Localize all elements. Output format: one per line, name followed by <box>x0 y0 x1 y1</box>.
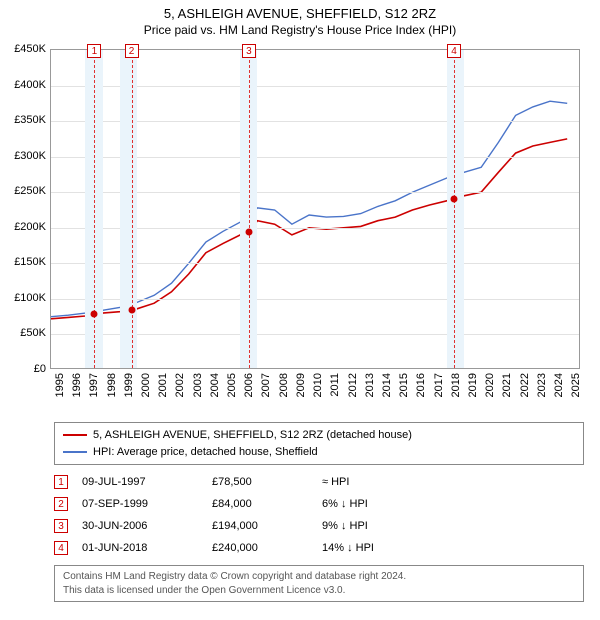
transactions-table: 1 09-JUL-1997£78,500≈ HPI 2 07-SEP-1999£84,… <box>54 471 600 559</box>
y-tick-label: £450K <box>14 43 46 55</box>
transaction-row: 3 30-JUN-2006£194,0009% ↓ HPI <box>54 515 600 537</box>
transaction-marker: 3 <box>242 44 256 58</box>
attribution-line2: This data is licensed under the Open Gov… <box>63 584 575 598</box>
x-tick-label: 1999 <box>123 373 135 397</box>
transaction-vline <box>454 50 455 368</box>
x-tick-label: 2016 <box>415 373 427 397</box>
transaction-point <box>91 311 98 318</box>
x-tick-label: 2022 <box>519 373 531 397</box>
y-tick-label: £350K <box>14 114 46 126</box>
x-tick-label: 1996 <box>71 373 83 397</box>
transaction-index-box: 3 <box>54 519 68 533</box>
transaction-index-box: 2 <box>54 497 68 511</box>
x-tick-label: 2025 <box>570 373 582 397</box>
transaction-price: £84,000 <box>212 498 322 510</box>
y-tick-label: £0 <box>34 363 46 375</box>
x-tick-label: 2021 <box>501 373 513 397</box>
x-tick-label: 1998 <box>106 373 118 397</box>
x-tick-label: 2004 <box>209 373 221 397</box>
x-tick-label: 2005 <box>226 373 238 397</box>
transaction-delta: ≈ HPI <box>322 476 432 488</box>
x-tick-label: 2023 <box>536 373 548 397</box>
x-tick-label: 2024 <box>553 373 565 397</box>
x-tick-label: 2011 <box>329 373 341 397</box>
transaction-delta: 14% ↓ HPI <box>322 542 432 554</box>
legend-item: 5, ASHLEIGH AVENUE, SHEFFIELD, S12 2RZ (… <box>63 427 575 444</box>
transaction-delta: 6% ↓ HPI <box>322 498 432 510</box>
x-tick-label: 2017 <box>433 373 445 397</box>
transaction-delta: 9% ↓ HPI <box>322 520 432 532</box>
transaction-index-box: 1 <box>54 475 68 489</box>
chart-title-sub: Price paid vs. HM Land Registry's House … <box>0 23 600 37</box>
transaction-price: £194,000 <box>212 520 322 532</box>
transaction-marker: 2 <box>125 44 139 58</box>
chart-area: 1234 £0£50K£100K£150K£200K£250K£300K£350… <box>0 37 600 422</box>
y-tick-label: £200K <box>14 221 46 233</box>
legend-item: HPI: Average price, detached house, Shef… <box>63 444 575 461</box>
attribution-line1: Contains HM Land Registry data © Crown c… <box>63 570 575 584</box>
x-tick-label: 2009 <box>295 373 307 397</box>
transaction-marker: 4 <box>447 44 461 58</box>
y-tick-label: £400K <box>14 79 46 91</box>
y-tick-label: £150K <box>14 256 46 268</box>
transaction-point <box>245 229 252 236</box>
x-tick-label: 2007 <box>260 373 272 397</box>
transaction-index-box: 4 <box>54 541 68 555</box>
x-tick-label: 1997 <box>88 373 100 397</box>
legend-label: HPI: Average price, detached house, Shef… <box>93 444 318 461</box>
transaction-marker: 1 <box>87 44 101 58</box>
x-tick-label: 2001 <box>157 373 169 397</box>
x-tick-label: 2003 <box>192 373 204 397</box>
transaction-date: 09-JUL-1997 <box>82 476 212 488</box>
x-tick-label: 2012 <box>347 373 359 397</box>
transaction-row: 2 07-SEP-1999£84,0006% ↓ HPI <box>54 493 600 515</box>
transaction-vline <box>249 50 250 368</box>
y-tick-label: £300K <box>14 150 46 162</box>
transaction-vline <box>94 50 95 368</box>
transaction-date: 30-JUN-2006 <box>82 520 212 532</box>
transaction-point <box>128 307 135 314</box>
transaction-row: 4 01-JUN-2018£240,00014% ↓ HPI <box>54 537 600 559</box>
highlight-band <box>120 50 137 368</box>
transaction-date: 01-JUN-2018 <box>82 542 212 554</box>
x-tick-label: 1995 <box>54 373 66 397</box>
y-tick-label: £100K <box>14 292 46 304</box>
chart-title-address: 5, ASHLEIGH AVENUE, SHEFFIELD, S12 2RZ <box>0 6 600 21</box>
transaction-price: £240,000 <box>212 542 322 554</box>
x-tick-label: 2020 <box>484 373 496 397</box>
transaction-price: £78,500 <box>212 476 322 488</box>
x-tick-label: 2010 <box>312 373 324 397</box>
legend-swatch <box>63 434 87 436</box>
x-tick-label: 2014 <box>381 373 393 397</box>
plot-region: 1234 <box>50 49 580 369</box>
x-tick-label: 2015 <box>398 373 410 397</box>
legend-swatch <box>63 451 87 453</box>
x-tick-label: 2000 <box>140 373 152 397</box>
x-tick-label: 2019 <box>467 373 479 397</box>
x-tick-label: 2013 <box>364 373 376 397</box>
legend-label: 5, ASHLEIGH AVENUE, SHEFFIELD, S12 2RZ (… <box>93 427 412 444</box>
y-tick-label: £50K <box>20 327 46 339</box>
highlight-band <box>447 50 464 368</box>
x-tick-label: 2008 <box>278 373 290 397</box>
transaction-row: 1 09-JUL-1997£78,500≈ HPI <box>54 471 600 493</box>
transaction-point <box>451 196 458 203</box>
x-tick-label: 2002 <box>174 373 186 397</box>
legend-box: 5, ASHLEIGH AVENUE, SHEFFIELD, S12 2RZ (… <box>54 422 584 465</box>
x-tick-label: 2018 <box>450 373 462 397</box>
attribution-box: Contains HM Land Registry data © Crown c… <box>54 565 584 602</box>
x-tick-label: 2006 <box>243 373 255 397</box>
y-tick-label: £250K <box>14 185 46 197</box>
transaction-date: 07-SEP-1999 <box>82 498 212 510</box>
transaction-vline <box>132 50 133 368</box>
